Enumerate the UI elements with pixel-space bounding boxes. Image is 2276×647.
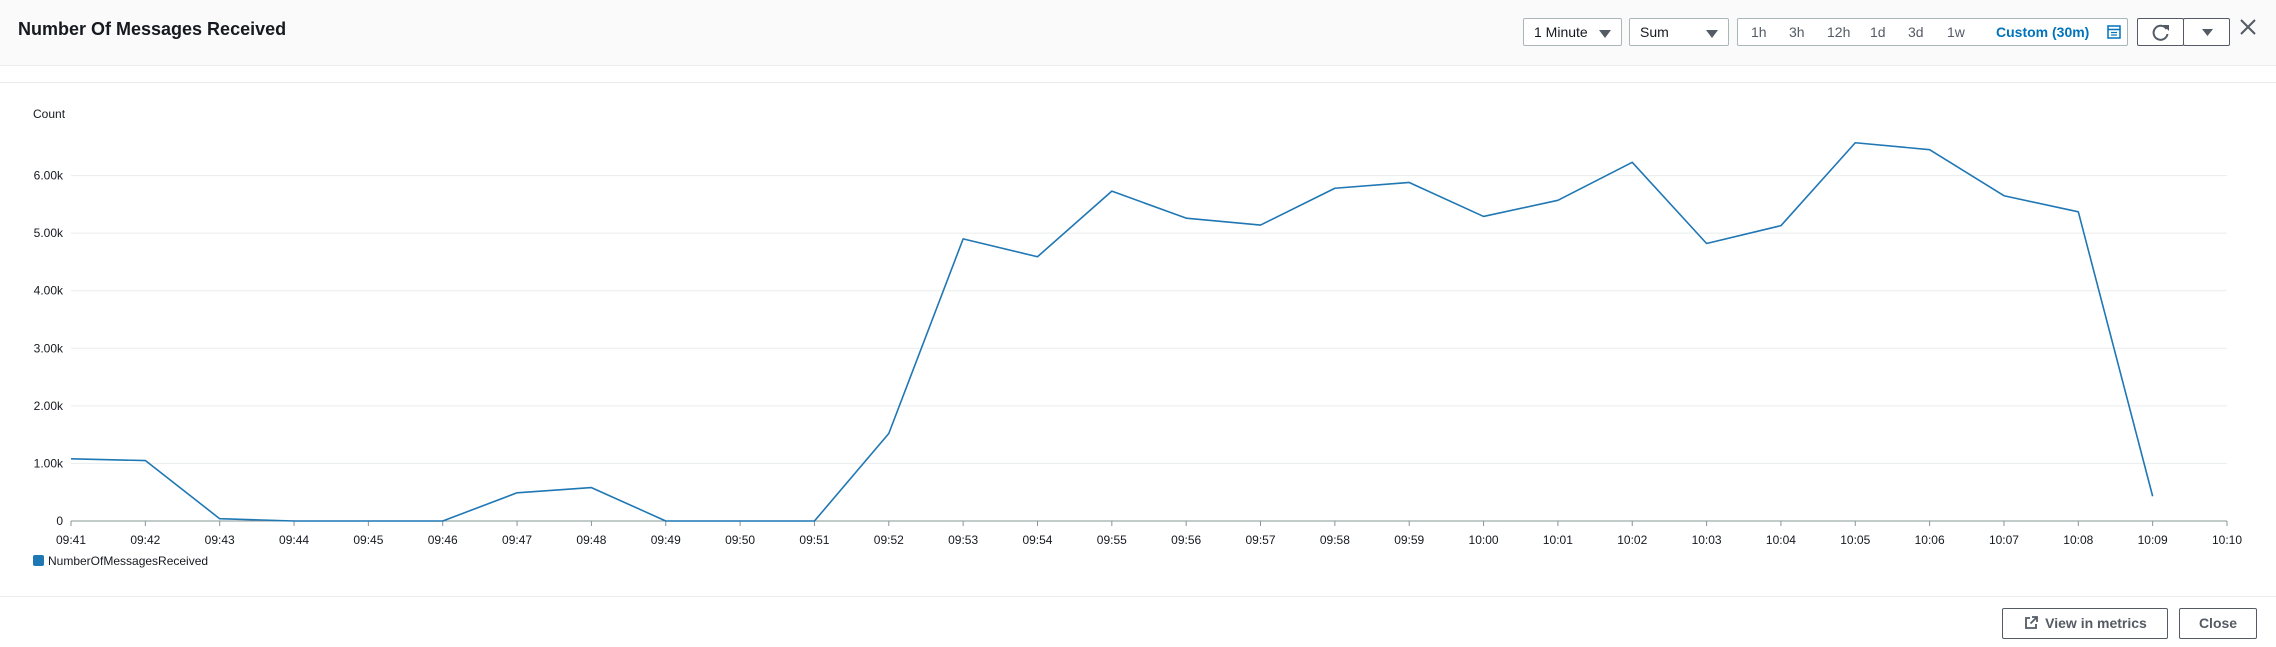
period-select-value: 1 Minute: [1534, 24, 1588, 40]
statistic-select[interactable]: Sum: [1629, 18, 1729, 46]
x-tick-label: 10:03: [1692, 533, 1722, 547]
y-tick-label: 3.00k: [34, 341, 64, 355]
close-button[interactable]: Close: [2179, 608, 2257, 639]
page-title: Number Of Messages Received: [18, 19, 287, 39]
external-link-icon: [2025, 616, 2039, 629]
range-3d[interactable]: 3d: [1908, 24, 1924, 40]
x-tick-label: 10:06: [1915, 533, 1945, 547]
x-tick-label: 09:42: [130, 533, 160, 547]
x-tick-label: 10:08: [2063, 533, 2093, 547]
x-tick-label: 10:01: [1543, 533, 1573, 547]
chart-top-divider: [0, 82, 2276, 83]
range-1d[interactable]: 1d: [1870, 24, 1886, 40]
footer-divider: [0, 596, 2276, 597]
x-tick-label: 09:56: [1171, 533, 1201, 547]
x-tick-label: 10:02: [1617, 533, 1647, 547]
statistic-select-value: Sum: [1640, 24, 1669, 40]
y-tick-label: 1.00k: [34, 456, 64, 470]
x-tick-label: 09:55: [1097, 533, 1127, 547]
x-tick-label: 10:09: [2138, 533, 2168, 547]
x-tick-label: 09:58: [1320, 533, 1350, 547]
close-icon[interactable]: [2237, 16, 2259, 38]
y-tick-label: 4.00k: [34, 284, 64, 298]
calendar-icon[interactable]: [2106, 24, 2122, 40]
refresh-icon: [2152, 24, 2169, 41]
refresh-options-dropdown[interactable]: [2183, 18, 2230, 46]
x-tick-label: 09:59: [1394, 533, 1424, 547]
y-tick-label: 6.00k: [34, 169, 64, 183]
range-custom[interactable]: Custom (30m): [1996, 24, 2090, 40]
x-tick-label: 09:53: [948, 533, 978, 547]
legend-label[interactable]: NumberOfMessagesReceived: [48, 554, 209, 568]
view-in-metrics-label: View in metrics: [2045, 615, 2147, 631]
x-tick-label: 09:43: [205, 533, 235, 547]
period-select[interactable]: 1 Minute: [1523, 18, 1622, 46]
legend-swatch: [33, 555, 44, 566]
x-tick-label: 09:48: [576, 533, 606, 547]
x-tick-label: 09:50: [725, 533, 755, 547]
header-bar: Number Of Messages Received 1 Minute Sum…: [0, 0, 2276, 66]
view-in-metrics-button[interactable]: View in metrics: [2002, 608, 2168, 639]
range-3h[interactable]: 3h: [1789, 24, 1805, 40]
y-tick-label: 2.00k: [34, 399, 64, 413]
refresh-button[interactable]: [2137, 18, 2184, 46]
range-1w[interactable]: 1w: [1947, 24, 1965, 40]
range-12h[interactable]: 12h: [1827, 24, 1851, 40]
x-tick-label: 09:45: [353, 533, 383, 547]
x-tick-label: 09:44: [279, 533, 309, 547]
time-range-group: 1h 3h 12h 1d 3d 1w Custom (30m): [1737, 18, 2128, 46]
chevron-down-icon: [1706, 30, 1718, 38]
x-tick-label: 10:05: [1840, 533, 1870, 547]
x-tick-label: 10:10: [2212, 533, 2242, 547]
chart-legend: NumberOfMessagesReceived: [33, 554, 208, 568]
chevron-down-icon: [1599, 30, 1611, 38]
line-chart: Count 0 1.00k 2.00k 3.00k 4.00k 5.00k 6.00k 09:…: [33, 107, 2242, 547]
x-tick-label: 09:51: [799, 533, 829, 547]
close-button-label: Close: [2198, 615, 2238, 631]
x-tick-label: 10:00: [1469, 533, 1499, 547]
x-tick-label: 09:54: [1022, 533, 1052, 547]
y-axis-label: Count: [33, 107, 66, 121]
x-tick-label: 09:46: [428, 533, 458, 547]
caret-down-icon: [2202, 29, 2213, 36]
x-tick-label: 09:57: [1246, 533, 1276, 547]
x-tick-label: 09:49: [651, 533, 681, 547]
range-1h[interactable]: 1h: [1751, 24, 1767, 40]
x-tick-label: 09:47: [502, 533, 532, 547]
x-tick-label: 10:07: [1989, 533, 2019, 547]
x-tick-label: 09:41: [56, 533, 86, 547]
x-tick-label: 09:52: [874, 533, 904, 547]
y-tick-label: 5.00k: [34, 226, 64, 240]
x-tick-label: 10:04: [1766, 533, 1796, 547]
y-tick-label: 0: [56, 514, 63, 528]
series-line: [70, 141, 2154, 522]
